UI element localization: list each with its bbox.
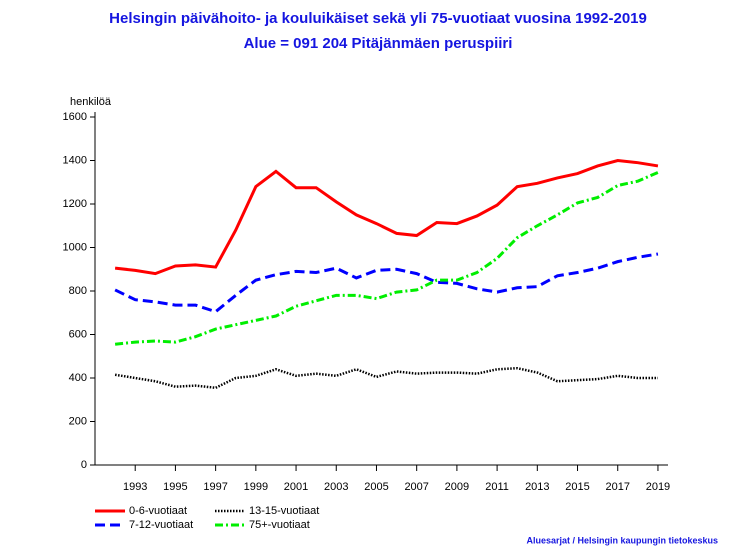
y-tick-label: 0	[81, 459, 87, 471]
x-tick-label: 2005	[364, 481, 388, 493]
legend-label: 13-15-vuotiaat	[249, 505, 319, 517]
x-tick-label: 2003	[324, 481, 348, 493]
legend-label: 0-6-vuotiaat	[129, 505, 187, 517]
series-line	[114, 171, 659, 346]
x-tick-label: 1997	[203, 481, 227, 493]
x-tick-label: 2011	[485, 481, 509, 493]
x-tick-label: 1993	[123, 481, 147, 493]
series-line	[114, 252, 659, 314]
y-tick-label: 800	[69, 285, 87, 297]
y-tick-label: 200	[69, 415, 87, 427]
legend-label: 75+-vuotiaat	[249, 519, 310, 531]
y-tick-label: 600	[69, 328, 87, 340]
x-tick-label: 1999	[244, 481, 268, 493]
x-tick-label: 2001	[284, 481, 308, 493]
series-line	[114, 366, 658, 390]
y-tick-label: 1000	[63, 241, 87, 253]
chart-subtitle: Alue = 091 204 Pitäjänmäen peruspiiri	[244, 35, 513, 52]
series-line	[114, 158, 659, 276]
y-tick-label: 1200	[63, 198, 87, 210]
x-tick-label: 2015	[565, 481, 589, 493]
y-tick-label: 400	[69, 372, 87, 384]
x-tick-label: 2017	[605, 481, 629, 493]
x-tick-label: 1995	[163, 481, 187, 493]
y-axis-label: henkilöä	[70, 96, 112, 108]
x-tick-label: 2019	[646, 481, 670, 493]
legend-label: 7-12-vuotiaat	[129, 519, 193, 531]
x-tick-label: 2013	[525, 481, 549, 493]
x-tick-label: 2009	[445, 481, 469, 493]
chart-title: Helsingin päivähoito- ja kouluikäiset se…	[109, 10, 647, 27]
y-tick-label: 1600	[63, 111, 87, 123]
y-tick-label: 1400	[63, 154, 87, 166]
x-tick-label: 2007	[404, 481, 428, 493]
source: Aluesarjat / Helsingin kaupungin tietoke…	[526, 535, 718, 545]
